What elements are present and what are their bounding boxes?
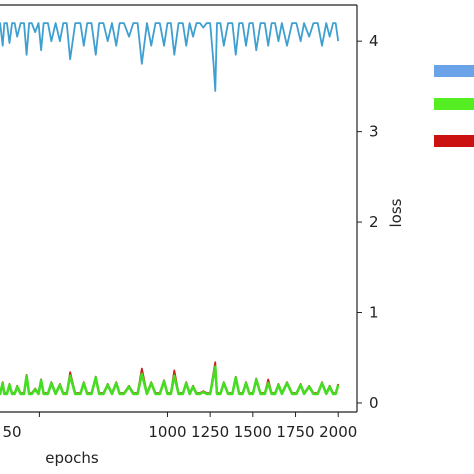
x-tick-label: 1500: [234, 423, 272, 441]
x-tick-label: 1250: [191, 423, 229, 441]
series-layer: [0, 22, 340, 396]
y-tick-label: 2: [369, 213, 379, 231]
plot-frame: [0, 4, 358, 413]
legend-swatch: [434, 98, 474, 110]
y-tick-label: 0: [369, 394, 379, 412]
y-axis-title: loss: [387, 198, 405, 227]
y-tick-label: 4: [369, 32, 379, 50]
legend-swatch: [434, 65, 474, 77]
legend-swatch: [434, 135, 474, 147]
legend: [434, 65, 474, 147]
x-tick-label: 2000: [319, 423, 357, 441]
series-line-blue: [0, 22, 340, 92]
x-tick-label: 1750: [276, 423, 314, 441]
x-tick-label: 50: [2, 423, 21, 441]
x-axis: 50 1000 1250 1500 1750 2000: [2, 412, 357, 441]
x-axis-title: epochs: [45, 449, 99, 467]
y-tick-label: 1: [369, 304, 379, 322]
series-line-green: [0, 365, 340, 396]
y-tick-label: 3: [369, 123, 379, 141]
y-axis-right: 0 1 2 3 4: [357, 32, 379, 412]
x-tick-label: 1000: [148, 423, 186, 441]
